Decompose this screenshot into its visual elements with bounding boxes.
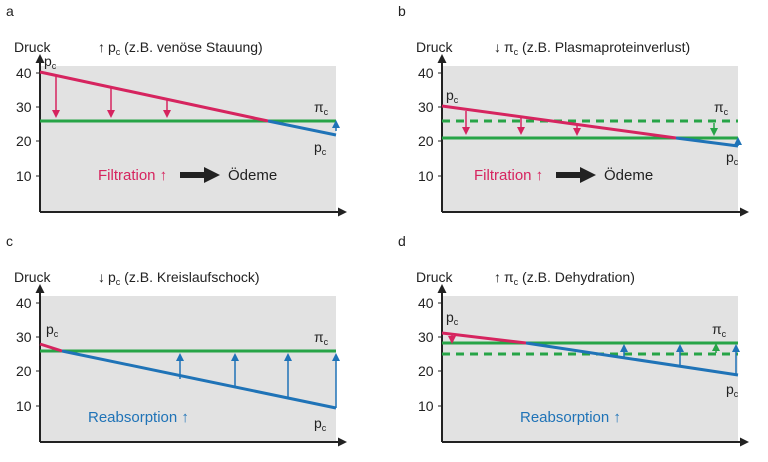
panel-d: d Druck 40 30 20 10 ↑ πc (z.B. Dehydratio… bbox=[398, 233, 749, 447]
pc-end-label: pc bbox=[726, 381, 739, 399]
pc-start-label: pc bbox=[44, 53, 57, 71]
y-tick-label: 30 bbox=[418, 329, 434, 345]
y-tick-label: 10 bbox=[16, 168, 32, 184]
reabsorption-label: Reabsorption ↑ bbox=[520, 409, 621, 426]
panel-title: ↓ pc (z.B. Kreislaufschock) bbox=[98, 269, 260, 287]
pc-line-red-segment bbox=[441, 104, 677, 140]
panel-letter: a bbox=[6, 3, 14, 19]
y-tick-label: 20 bbox=[16, 363, 32, 379]
pc-line-blue-segment bbox=[525, 341, 739, 377]
panel-letter: d bbox=[398, 233, 406, 249]
pc-line-red-segment bbox=[39, 342, 63, 353]
pc-line-red-segment bbox=[441, 331, 527, 345]
y-tick-label: 40 bbox=[418, 295, 434, 311]
pc-line-blue-segment bbox=[61, 349, 337, 410]
panel-c: c Druck 40 30 20 10 ↓ pc (z.B. Kreislaufs… bbox=[6, 233, 347, 447]
y-tick-label: 10 bbox=[418, 398, 434, 414]
y-tick-labels: 40 30 20 10 bbox=[418, 295, 442, 414]
oedema-label: Ödeme bbox=[604, 166, 653, 184]
pi-c-label: πc bbox=[314, 329, 329, 347]
pc-end-label: pc bbox=[314, 139, 327, 157]
panel-title: ↑ pc (z.B. venöse Stauung) bbox=[98, 39, 263, 57]
result-arrow-icon bbox=[580, 167, 596, 183]
pi-c-label: πc bbox=[712, 321, 727, 339]
y-tick-labels: 40 30 20 10 bbox=[16, 295, 40, 414]
y-tick-labels: 40 30 20 10 bbox=[16, 65, 40, 184]
pc-start-label: pc bbox=[446, 309, 459, 327]
y-tick-label: 20 bbox=[418, 133, 434, 149]
panel-b: b Druck 40 30 20 10 ↓ πc (z.B. Plasmaprot… bbox=[398, 3, 749, 217]
pc-end-label: pc bbox=[726, 149, 739, 167]
panel-title: ↑ πc (z.B. Dehydration) bbox=[494, 269, 635, 287]
y-axis-label: Druck bbox=[416, 269, 454, 285]
y-tick-labels: 40 30 20 10 bbox=[418, 65, 442, 184]
plot-background bbox=[40, 296, 336, 442]
y-tick-label: 30 bbox=[16, 329, 32, 345]
pc-line-blue-segment bbox=[267, 119, 337, 137]
pc-end-label: pc bbox=[314, 415, 327, 433]
filtration-label: Filtration ↑ bbox=[98, 167, 167, 184]
y-tick-label: 30 bbox=[418, 99, 434, 115]
y-tick-label: 30 bbox=[16, 99, 32, 115]
y-tick-label: 40 bbox=[16, 295, 32, 311]
y-tick-label: 10 bbox=[16, 398, 32, 414]
y-axis-label: Druck bbox=[14, 269, 52, 285]
y-tick-label: 20 bbox=[418, 363, 434, 379]
pi-c-label: πc bbox=[714, 99, 729, 117]
y-tick-label: 40 bbox=[418, 65, 434, 81]
panel-letter: b bbox=[398, 3, 406, 19]
panel-a: a Druck 40 30 20 10 ↑ pc (z.B. venöse Sta… bbox=[6, 3, 347, 217]
y-axis-label: Druck bbox=[14, 39, 52, 55]
pc-start-label: pc bbox=[446, 87, 459, 105]
y-tick-label: 20 bbox=[16, 133, 32, 149]
panel-title: ↓ πc (z.B. Plasmaproteinverlust) bbox=[494, 39, 690, 57]
pi-c-label: πc bbox=[314, 99, 329, 117]
y-tick-label: 10 bbox=[418, 168, 434, 184]
pc-start-label: pc bbox=[46, 321, 59, 339]
filtration-label: Filtration ↑ bbox=[474, 167, 543, 184]
oedema-label: Ödeme bbox=[228, 166, 277, 184]
pc-line-red-segment bbox=[39, 70, 269, 123]
panel-letter: c bbox=[6, 233, 13, 249]
plot-background bbox=[40, 66, 336, 212]
reabsorption-label: Reabsorption ↑ bbox=[88, 409, 189, 426]
y-axis-label: Druck bbox=[416, 39, 454, 55]
pc-line-blue-segment bbox=[675, 136, 739, 148]
result-arrow-icon bbox=[204, 167, 220, 183]
y-tick-label: 40 bbox=[16, 65, 32, 81]
